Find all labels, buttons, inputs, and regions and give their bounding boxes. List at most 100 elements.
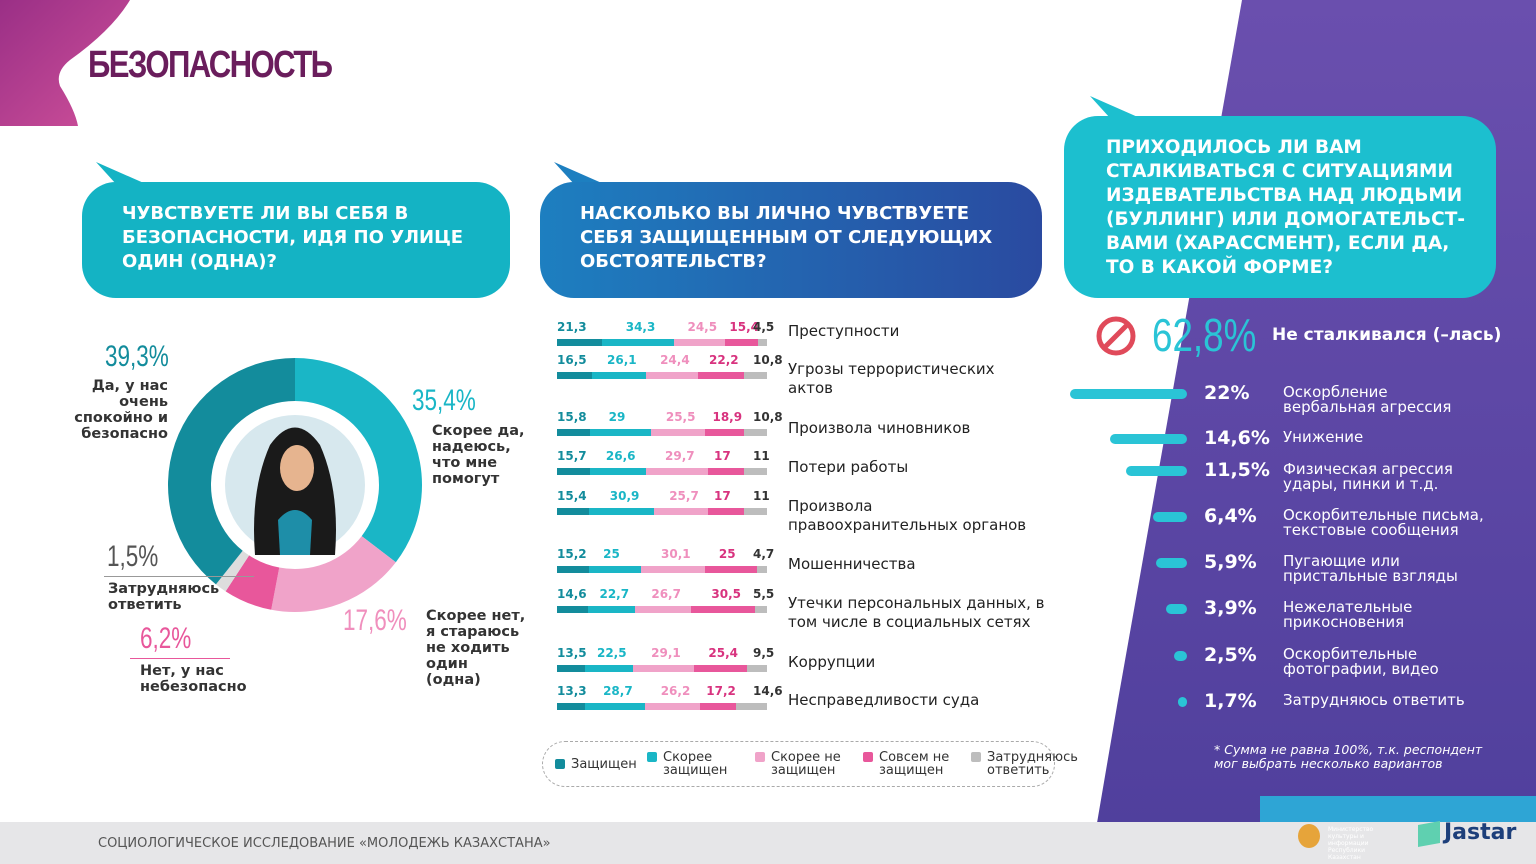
bar-value: 10,8: [753, 353, 783, 367]
bar: [1155, 558, 1187, 568]
slice-text: Затрудняюсь ответить: [108, 581, 220, 613]
bar-value: 10,8: [753, 410, 783, 424]
jastar-cube-icon: [1418, 821, 1440, 847]
bar-segment: [557, 606, 588, 613]
bar-value: 18,9: [712, 410, 743, 424]
question-street-safety: ЧУВСТВУЕТЕ ЛИ ВЫ СЕБЯ В БЕЗОПАСНОСТИ, ИД…: [82, 182, 510, 298]
bar-segment: [557, 372, 592, 379]
slice-pct: 35,4%: [412, 384, 476, 417]
bar-segment: [704, 566, 758, 573]
legend-label: Защищен: [571, 756, 637, 772]
bar-value: 26,6: [605, 449, 636, 463]
bar-label: Оскорбление вербальная агрессия: [1283, 383, 1452, 416]
bar-value: 29,1: [651, 646, 681, 660]
bar-segment: [747, 665, 767, 672]
bar-segment: [557, 429, 591, 436]
ministry-logo-text: Министерство культуры и информации Респу…: [1328, 826, 1374, 861]
row-label: Потери работы: [788, 458, 909, 476]
bar-segment: [651, 429, 705, 436]
bar-segment: [743, 468, 767, 475]
legend: Защищен Скорее защищен Скорее не защищен Со…: [542, 741, 1078, 787]
bar-value: 15,8: [557, 410, 587, 424]
bar-segment: [704, 429, 745, 436]
bar-segment: [587, 606, 636, 613]
bar-value: 34,3: [625, 320, 656, 334]
bar-value: 15,2: [557, 547, 587, 561]
bar-value: 21,3: [557, 320, 587, 334]
divider: [104, 576, 254, 577]
bar-label: Пугающие или пристальные взгляды: [1283, 552, 1458, 585]
bar-segment: [744, 372, 767, 379]
bar-value: 6,4%: [1204, 505, 1257, 527]
donut-slice: [215, 550, 250, 592]
bar-value: 11: [753, 489, 770, 503]
slice-pct: 1,5%: [107, 540, 159, 573]
bar-value: 14,6: [753, 684, 783, 698]
donut-slice: [225, 555, 280, 610]
bar: [1153, 512, 1187, 522]
legend-swatch: [971, 752, 981, 762]
bar-value: 25,5: [665, 410, 696, 424]
bar-value: 5,5: [753, 587, 775, 601]
bar-segment: [646, 372, 698, 379]
bar-segment: [557, 566, 589, 573]
bar-segment: [557, 508, 590, 515]
bar-value: 15,7: [557, 449, 587, 463]
bar-segment: [697, 372, 745, 379]
bar-segment: [601, 339, 674, 346]
bar-segment: [691, 606, 756, 613]
bar: [1166, 604, 1187, 614]
legend-label: Затрудняюсь ответить: [987, 750, 1078, 778]
bar: [1070, 389, 1187, 399]
bar-value: 24,4: [660, 353, 690, 367]
bar-value: 11: [753, 449, 770, 463]
bar-value: 3,9%: [1204, 597, 1257, 619]
bar: [1109, 434, 1187, 444]
bar-value: 22,7: [599, 587, 630, 601]
legend-item: Скорее защищен: [647, 751, 743, 777]
bar-value: 17: [714, 489, 731, 503]
row-label: Мошенничества: [788, 555, 916, 573]
bar-value: 1,7%: [1204, 690, 1257, 712]
legend-label: Совсем не защищен: [879, 750, 950, 778]
legend-item: Скорее не защищен: [755, 751, 851, 777]
legend-label: Скорее защищен: [663, 750, 728, 778]
slice-text: Нет, у нас небезопасно: [140, 663, 247, 695]
slice-pct: 39,3%: [105, 340, 169, 373]
legend-label: Скорее не защищен: [771, 750, 841, 778]
bar-segment: [635, 606, 692, 613]
bar-value: 13,5: [557, 646, 587, 660]
bar-segment: [645, 703, 701, 710]
bar-segment: [700, 703, 737, 710]
slice-text: Скорее нет, я стараюсь не ходить один (о…: [426, 608, 526, 688]
bar-value: 30,1: [661, 547, 691, 561]
bar-value: 17,2: [706, 684, 736, 698]
donut-slice: [168, 358, 295, 585]
bar-segment: [673, 339, 726, 346]
bar-segment: [585, 665, 633, 672]
bar-value: 11,5%: [1204, 459, 1270, 481]
row-label: Несправедливости суда: [788, 691, 980, 709]
bar-value: 29: [608, 410, 626, 424]
question-protection: НАСКОЛЬКО ВЫ ЛИЧНО ЧУВСТВУЕТЕ СЕБЯ ЗАЩИЩ…: [540, 182, 1042, 298]
bar-segment: [708, 468, 744, 475]
bar-value: 16,5: [557, 353, 587, 367]
bar-segment: [589, 468, 646, 475]
bar-value: 22,2: [709, 353, 739, 367]
bar-value: 5,9%: [1204, 551, 1257, 573]
legend-item: Затрудняюсь ответить: [971, 750, 1078, 778]
bar-segment: [755, 606, 767, 613]
bar-label: Затрудняюсь ответить: [1283, 691, 1465, 709]
bar-label: Унижение: [1283, 428, 1364, 446]
bar-segment: [645, 468, 709, 475]
bar-label: Оскорбительные фотографии, видео: [1283, 645, 1439, 678]
bar-value: 26,7: [651, 587, 681, 601]
bar-value: 25,4: [708, 646, 738, 660]
bar-segment: [591, 372, 647, 379]
bar-value: 25,7: [669, 489, 699, 503]
bar-segment: [641, 566, 705, 573]
slice-text: Да, у нас очень спокойно и безопасно: [74, 378, 168, 442]
row-label: Произвола правоохранительных органов: [788, 497, 1027, 534]
bar-value: 14,6: [557, 587, 587, 601]
bar-value: 17: [714, 449, 731, 463]
